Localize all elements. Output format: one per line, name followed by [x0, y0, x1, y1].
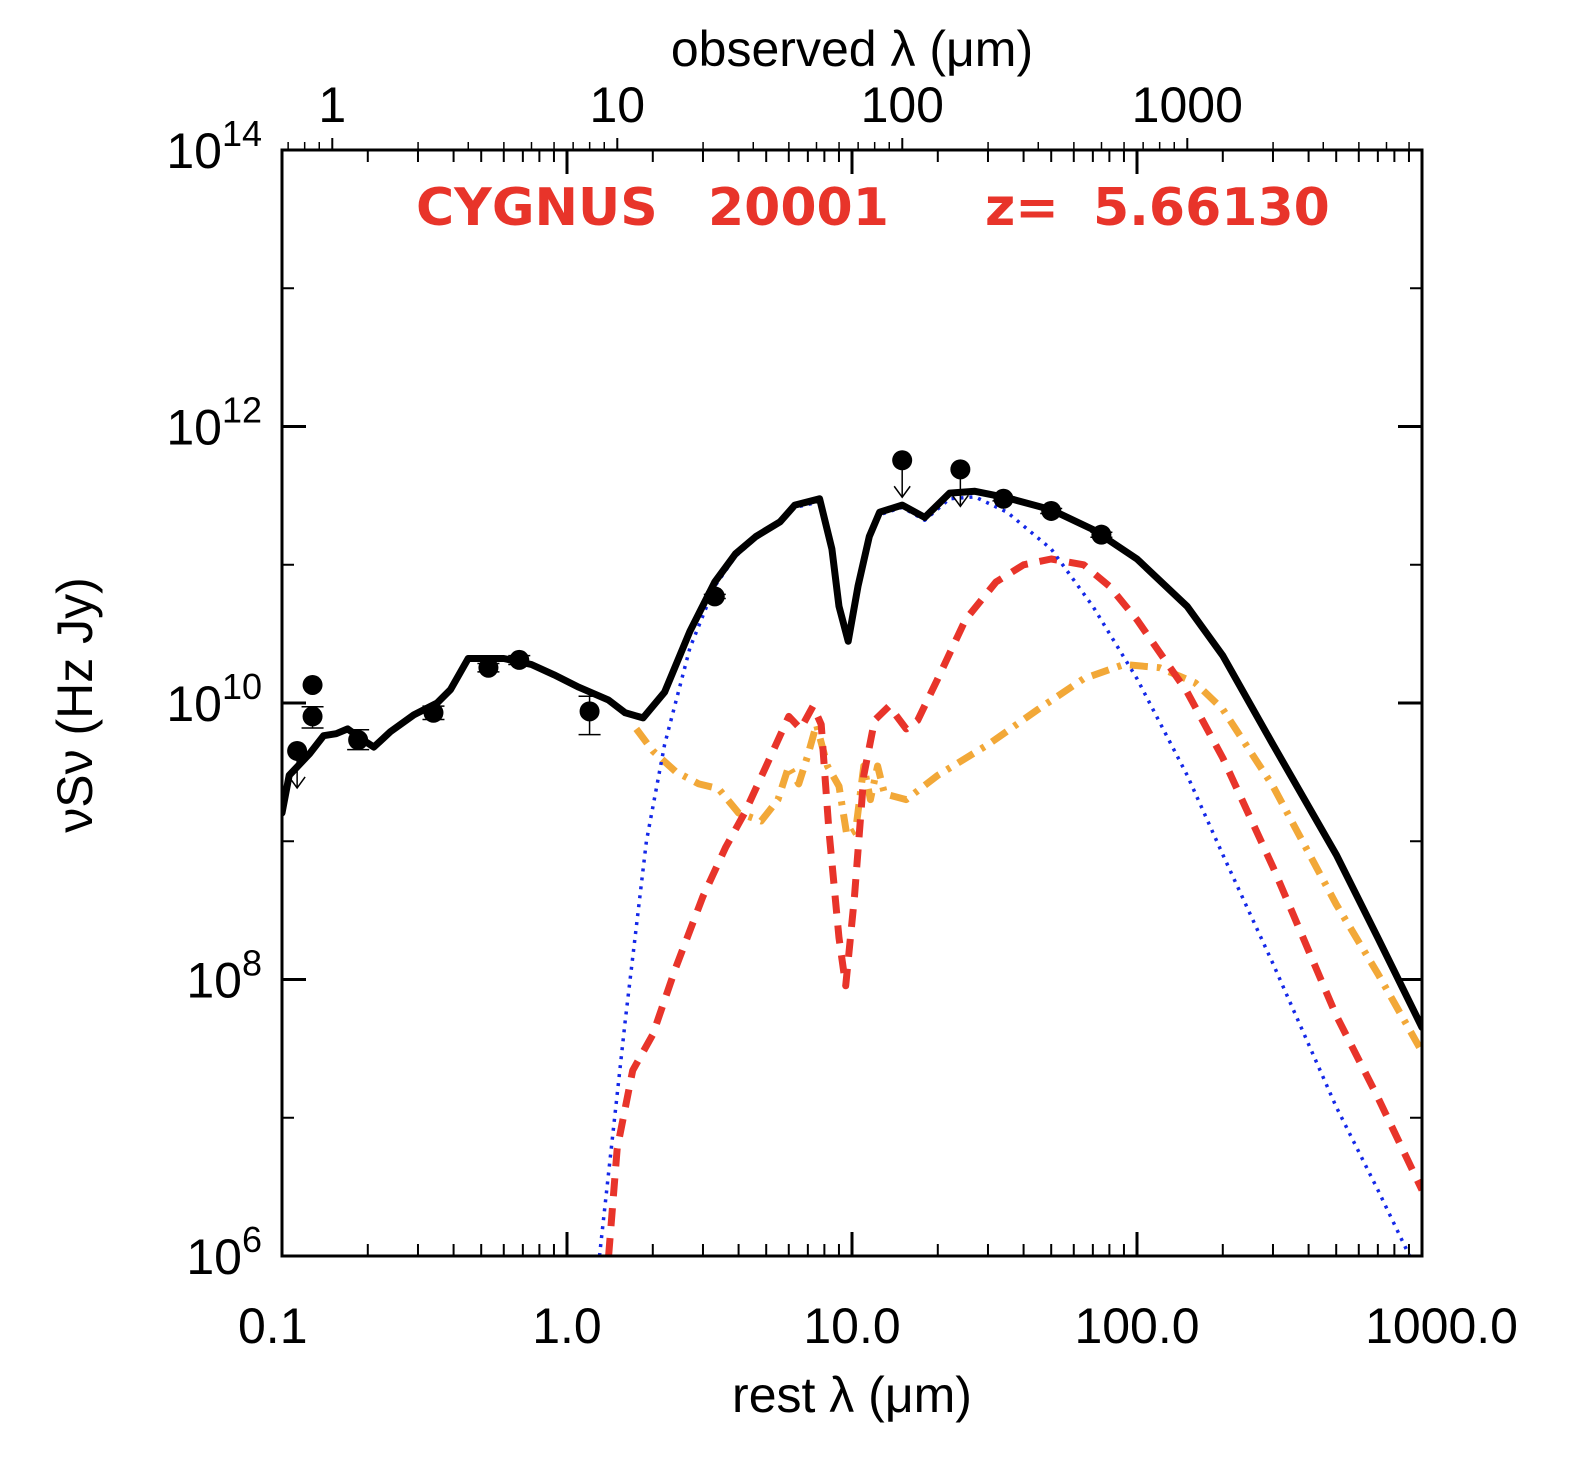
plot-frame: [280, 148, 1424, 1258]
data-point: [478, 657, 499, 678]
data-points: [287, 450, 1113, 790]
series-host-line: [633, 661, 1422, 1054]
x-tick-label: 10.0: [803, 1298, 900, 1354]
x-tick-label: 1.0: [532, 1298, 602, 1354]
series-lines: [282, 487, 1422, 1256]
data-point: [1091, 524, 1112, 545]
data-point: [302, 674, 323, 695]
data-point: [302, 706, 323, 727]
x-axis-top-title: observed λ (μm): [671, 21, 1033, 77]
y-tick-label: 108: [186, 943, 262, 1009]
data-point: [993, 488, 1014, 509]
y-tick-label: 1014: [166, 113, 262, 179]
chart-title-name: CYGNUS: [416, 178, 658, 238]
x-tick-label: 1000.0: [1365, 1298, 1518, 1354]
series-starburst-line: [597, 495, 1412, 1256]
data-point: [1041, 500, 1062, 521]
x-tick-label: 100.0: [1074, 1298, 1199, 1354]
x-top-tick-label: 100: [861, 77, 944, 133]
chart-title-redshift-label: z=: [985, 178, 1059, 238]
x-top-tick-label: 10: [589, 77, 645, 133]
x-tick-label: 0.1: [238, 1298, 308, 1354]
data-point: [423, 702, 444, 723]
y-tick-label: 1010: [166, 666, 262, 732]
upper-limit-arrowhead: [893, 485, 911, 499]
x-axis-title: rest λ (μm): [732, 1367, 972, 1423]
axis-ticks: 0.1 1.0 10.0 100.0 1000.0 1 10 100 1000 106 108 101…: [166, 77, 1518, 1354]
chart-title-id: 20001: [708, 178, 889, 238]
y-axis-title: νSν (Hz Jy): [47, 577, 103, 833]
x-top-tick-label: 1000: [1132, 77, 1243, 133]
y-tick-label: 106: [186, 1219, 262, 1285]
upper-limit-arrowhead: [951, 494, 969, 508]
data-point: [509, 649, 530, 670]
data-point: [348, 729, 369, 750]
data-point: [579, 701, 600, 722]
data-point: [704, 586, 725, 607]
chart-title-redshift-value: 5.66130: [1093, 178, 1330, 238]
y-tick-label: 1012: [166, 390, 262, 456]
x-top-tick-label: 1: [318, 77, 346, 133]
series-agn-line: [605, 555, 1422, 1256]
upper-limit-arrowhead: [288, 776, 306, 790]
